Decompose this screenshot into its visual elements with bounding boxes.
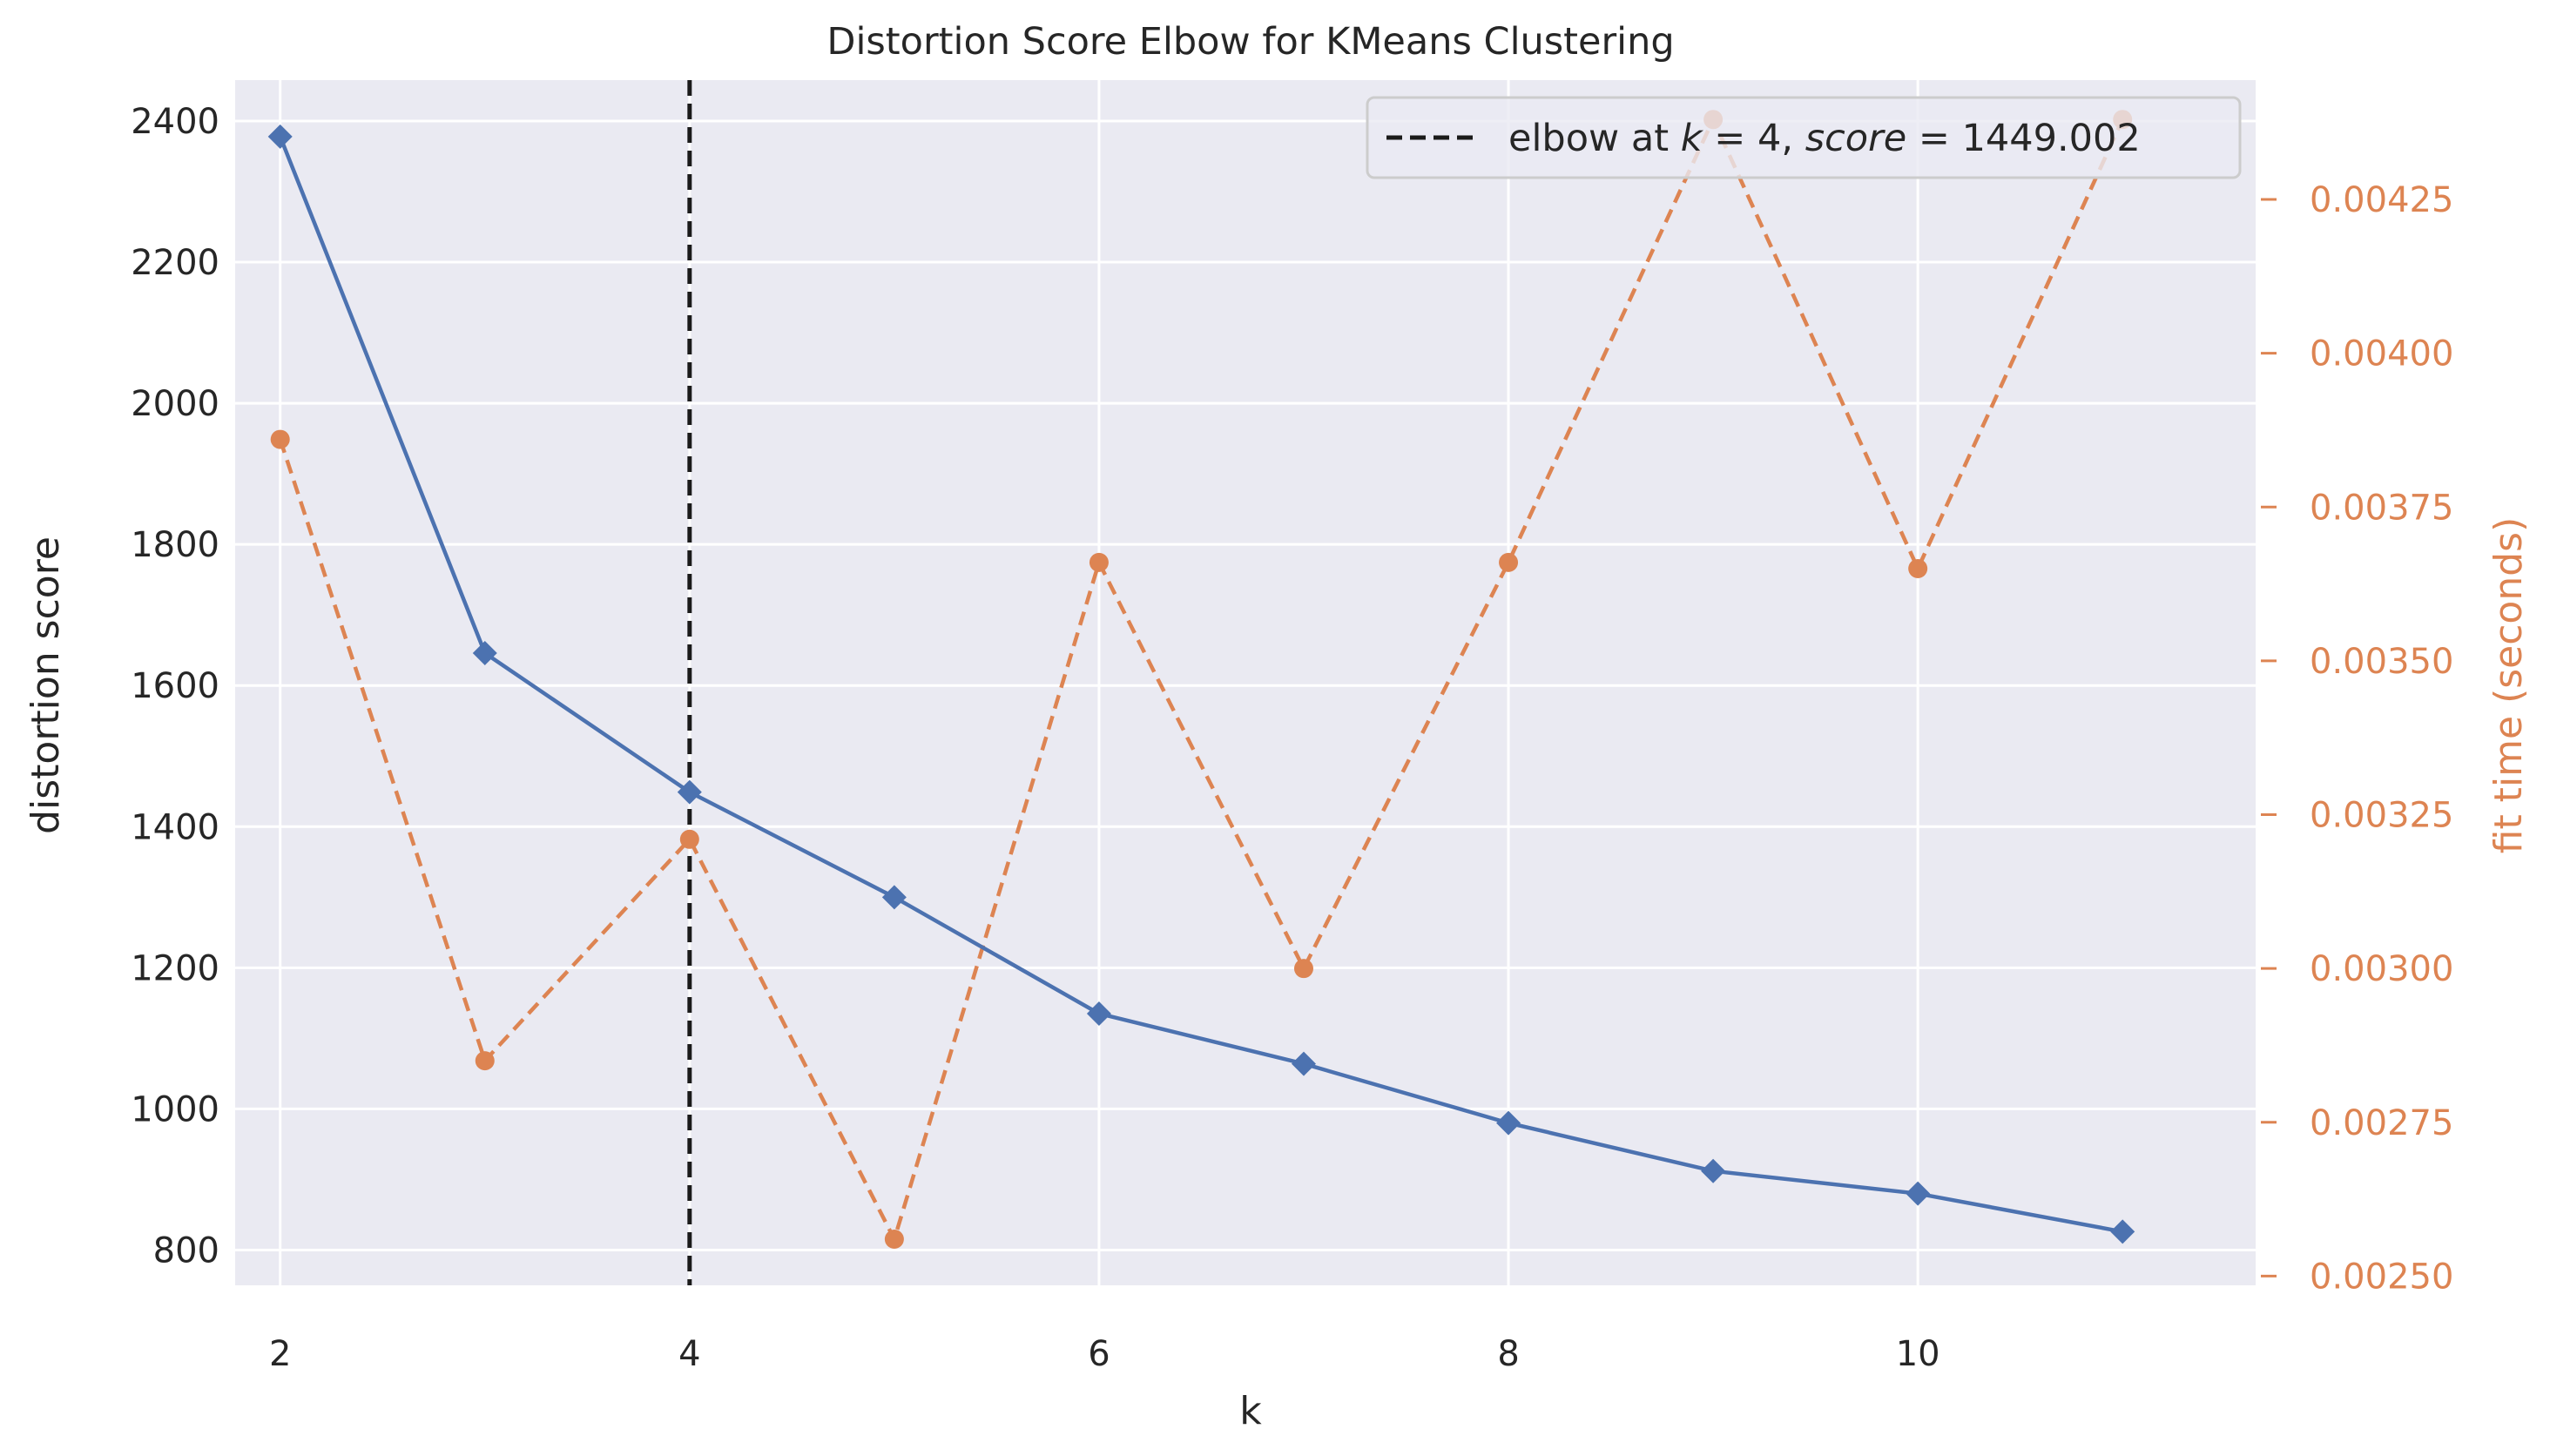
- legend-box: [1366, 96, 2242, 179]
- distortion-point: [2110, 1219, 2135, 1244]
- y2-tick-label: 0.00350: [2310, 642, 2453, 682]
- y-axis-label: distortion score: [24, 536, 68, 834]
- y2-tick-label: 0.00325: [2310, 796, 2453, 836]
- distortion-point: [1496, 1110, 1521, 1136]
- fit-time-point: [884, 1230, 904, 1250]
- distortion-point: [881, 885, 907, 910]
- x-axis-label: k: [1239, 1389, 1262, 1433]
- y2-tick-label: 0.00425: [2310, 180, 2453, 220]
- distortion-point: [1701, 1158, 1726, 1183]
- distortion-line: [278, 135, 2123, 1234]
- y2-tick-label: 0.00375: [2310, 488, 2453, 528]
- x-tick-label: 8: [1497, 1334, 1519, 1374]
- distortion-point: [1906, 1181, 1931, 1206]
- y2-tick-label: 0.00400: [2310, 334, 2453, 374]
- axes-labels: 2 4 6 8 10 800 1000 1200 1400 1600 1800 2000 2200 240…: [131, 102, 2453, 1374]
- legend: elbow at k = 4, score = 1449.002: [1366, 96, 2242, 179]
- y2-tick-label: 0.00275: [2310, 1103, 2453, 1143]
- legend-text-part: k: [1681, 117, 1704, 160]
- y-tick-label: 800: [153, 1230, 219, 1271]
- legend-text-part: score: [1805, 117, 1907, 160]
- y-tick-label: 2400: [131, 102, 219, 142]
- distortion-point: [472, 640, 497, 665]
- x-tick-label: 6: [1088, 1334, 1110, 1374]
- fit-time-point: [1293, 959, 1313, 979]
- x-tick-label: 4: [678, 1334, 700, 1374]
- y-tick-label: 1000: [131, 1089, 219, 1129]
- distortion-point: [267, 124, 293, 149]
- y-tick-label: 2000: [131, 384, 219, 424]
- x-tick-label: 2: [269, 1334, 291, 1374]
- y-tick-label: 2200: [131, 243, 219, 283]
- legend-text-part: elbow at: [1508, 117, 1681, 160]
- fit-time-point: [270, 429, 290, 449]
- distortion-point: [677, 779, 702, 805]
- chart-title: Distortion Score Elbow for KMeans Cluste…: [826, 20, 1674, 64]
- y2-tick-label: 0.00250: [2310, 1257, 2453, 1297]
- y-tick-label: 1400: [131, 807, 219, 847]
- fit-time-point: [1499, 552, 1519, 572]
- fit-time-point: [1089, 552, 1109, 572]
- fit-time-point: [679, 829, 699, 849]
- distortion-point: [1291, 1051, 1316, 1076]
- y-tick-label: 1800: [131, 525, 219, 565]
- distortion-point: [1086, 1001, 1111, 1027]
- legend-text-part: = 4,: [1703, 117, 1805, 160]
- fit-time-point: [475, 1051, 495, 1071]
- legend-text-part: = 1449.002: [1906, 117, 2141, 160]
- x-tick-label: 10: [1896, 1334, 1940, 1374]
- y-tick-label: 1600: [131, 666, 219, 706]
- y-tick-label: 1200: [131, 948, 219, 988]
- y2-tick-label: 0.00300: [2310, 949, 2453, 989]
- grid-lines: [235, 80, 2256, 1285]
- fit-time-line: [278, 114, 2125, 1244]
- legend-label: elbow at k = 4, score = 1449.002: [1508, 117, 2141, 160]
- fit-time-point: [1908, 558, 1928, 578]
- y2-axis-label: fit time (seconds): [2486, 517, 2531, 854]
